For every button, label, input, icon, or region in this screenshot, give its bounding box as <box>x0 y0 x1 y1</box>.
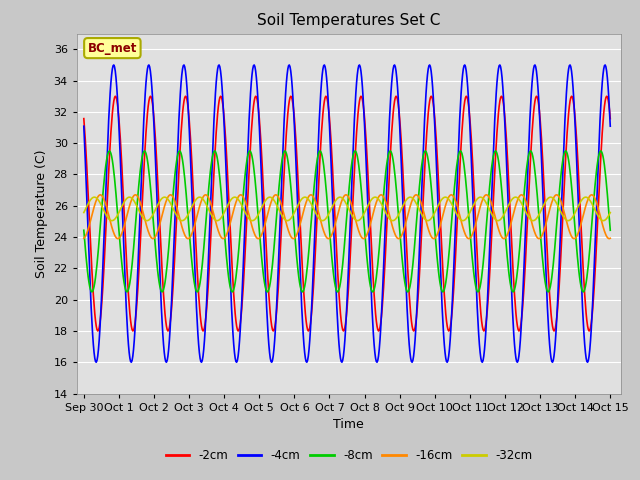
-4cm <box>196 355 204 361</box>
-2cm <box>559 198 567 204</box>
Line: -4cm: -4cm <box>84 65 611 362</box>
-16cm <box>115 236 122 241</box>
-2cm <box>220 108 227 113</box>
-32cm <box>90 194 98 200</box>
-32cm <box>607 210 614 216</box>
-8cm <box>340 246 348 252</box>
-16cm <box>197 200 205 205</box>
Text: BC_met: BC_met <box>88 42 137 55</box>
Y-axis label: Soil Temperature (C): Soil Temperature (C) <box>35 149 48 278</box>
-16cm <box>559 207 567 213</box>
Line: -2cm: -2cm <box>84 96 611 331</box>
-4cm <box>80 123 88 129</box>
-16cm <box>392 232 399 238</box>
Legend: -2cm, -4cm, -8cm, -16cm, -32cm: -2cm, -4cm, -8cm, -16cm, -32cm <box>161 444 537 467</box>
Title: Soil Temperatures Set C: Soil Temperatures Set C <box>257 13 440 28</box>
-32cm <box>340 197 348 203</box>
-8cm <box>444 269 451 275</box>
-16cm <box>220 236 227 241</box>
-8cm <box>88 289 96 295</box>
X-axis label: Time: Time <box>333 418 364 431</box>
-2cm <box>111 94 119 99</box>
-16cm <box>80 235 88 241</box>
-2cm <box>392 95 399 100</box>
-4cm <box>219 95 227 101</box>
Line: -8cm: -8cm <box>84 151 611 292</box>
-8cm <box>220 218 227 224</box>
-16cm <box>97 192 104 198</box>
-32cm <box>392 216 399 222</box>
-2cm <box>197 318 205 324</box>
-2cm <box>80 116 88 121</box>
-8cm <box>197 275 205 280</box>
-32cm <box>559 214 567 220</box>
Line: -32cm: -32cm <box>84 197 611 221</box>
-2cm <box>607 116 614 121</box>
-4cm <box>145 62 153 68</box>
-2cm <box>94 328 102 334</box>
-8cm <box>106 148 113 154</box>
-32cm <box>220 211 227 217</box>
-4cm <box>559 150 567 156</box>
-4cm <box>340 347 348 352</box>
-32cm <box>444 195 451 201</box>
-4cm <box>607 123 614 129</box>
-8cm <box>80 228 88 233</box>
-2cm <box>444 323 451 329</box>
-16cm <box>340 193 348 199</box>
-4cm <box>444 360 451 365</box>
Line: -16cm: -16cm <box>84 195 611 239</box>
-32cm <box>108 218 115 224</box>
-2cm <box>340 327 348 333</box>
-32cm <box>197 194 205 200</box>
-16cm <box>444 197 451 203</box>
-16cm <box>607 235 614 241</box>
-32cm <box>80 210 88 216</box>
-8cm <box>559 154 567 159</box>
-8cm <box>392 175 399 181</box>
-8cm <box>607 228 614 233</box>
-4cm <box>392 64 399 70</box>
-4cm <box>233 360 241 365</box>
